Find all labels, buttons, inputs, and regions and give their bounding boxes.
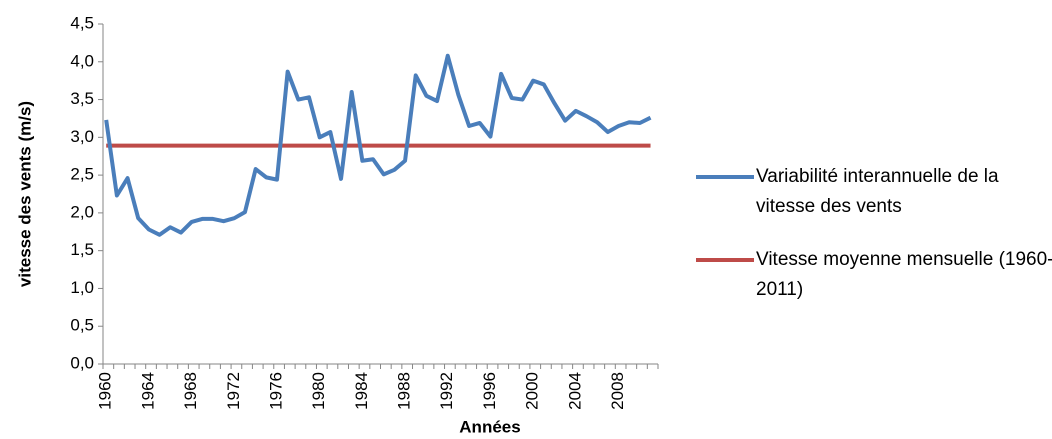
y-tick-label: 0,5 [70, 316, 94, 335]
y-tick-label: 2,0 [70, 202, 94, 221]
x-tick-label: 1968 [181, 372, 200, 410]
x-tick-label: 1976 [266, 372, 285, 410]
y-tick-label: 4,5 [70, 13, 94, 32]
y-tick-label: 0,0 [70, 353, 94, 372]
y-axis-title: vitesse des vents (m/s) [15, 101, 34, 287]
legend-label: Vitesse moyenne mensuelle (1960-2011) [756, 249, 1052, 300]
x-tick-label: 1964 [138, 372, 157, 410]
x-tick-label: 2000 [523, 372, 542, 410]
x-tick-label: 1980 [309, 372, 328, 410]
y-tick-label: 1,0 [70, 278, 94, 297]
y-tick-label: 2,5 [70, 165, 94, 184]
y-tick-label: 3,5 [70, 89, 94, 108]
x-tick-label: 1988 [395, 372, 414, 410]
series-line [104, 53, 652, 237]
y-tick-label: 3,0 [70, 127, 94, 146]
x-tick-label: 2008 [608, 372, 627, 410]
y-tick-label: 1,5 [70, 240, 94, 259]
x-tick-label: 1960 [96, 372, 115, 410]
legend-label: Variabilité interannuelle de la vitesse … [756, 166, 999, 217]
x-tick-label: 1992 [437, 372, 456, 410]
x-tick-label: 1984 [352, 372, 371, 410]
x-tick-label: 1972 [224, 372, 243, 410]
x-axis-title: Années [459, 417, 520, 436]
y-tick-label: 4,0 [70, 51, 94, 70]
x-tick-label: 1996 [480, 372, 499, 410]
x-tick-label: 2004 [565, 372, 584, 410]
